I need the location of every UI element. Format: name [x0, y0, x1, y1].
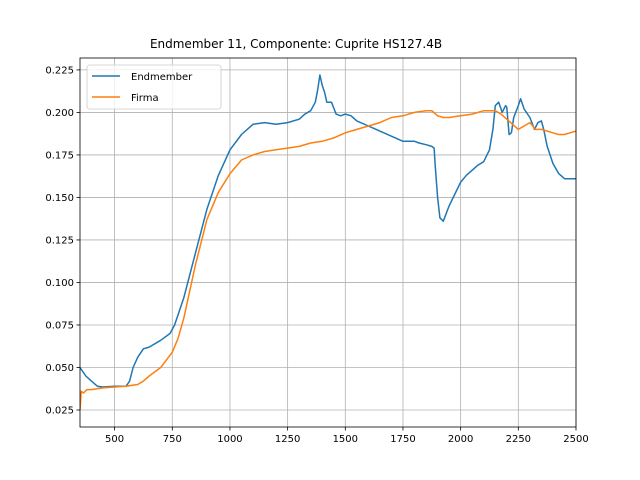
x-tick-label: 1750	[390, 434, 415, 445]
series-line-firma	[80, 109, 576, 411]
axes-border	[79, 57, 577, 428]
y-tick-label: 0.225	[45, 65, 74, 76]
y-tick-label: 0.175	[45, 150, 74, 161]
axes-frame	[79, 57, 577, 428]
chart-title: Endmember 11, Componente: Cuprite HS127.…	[150, 37, 442, 51]
series-line-endmember	[80, 74, 576, 388]
y-tick-label: 0.025	[45, 405, 74, 416]
x-tick-label: 1500	[333, 434, 358, 445]
y-tick-label: 0.200	[45, 108, 74, 119]
x-tick-label: 500	[105, 434, 124, 445]
x-tick-label: 2250	[506, 434, 531, 445]
y-tick-label: 0.100	[45, 278, 74, 289]
y-axis: 0.025 0.050 0.075 0.100 0.125 0.150 0.175 0.200…	[45, 65, 80, 416]
legend-label: Firma	[131, 93, 159, 104]
x-tick-label: 750	[163, 434, 182, 445]
x-tick-label: 1000	[217, 434, 242, 445]
y-tick-label: 0.150	[45, 193, 74, 204]
x-tick-label: 1250	[275, 434, 300, 445]
series-lines	[80, 74, 576, 411]
y-tick-label: 0.125	[45, 235, 74, 246]
legend: Endmember Firma	[86, 64, 222, 110]
y-tick-label: 0.050	[45, 363, 74, 374]
x-tick-label: 2000	[448, 434, 473, 445]
x-tick-label: 2500	[563, 434, 588, 445]
grid-lines	[80, 58, 577, 427]
legend-label: Endmember	[131, 72, 193, 83]
y-tick-label: 0.075	[45, 320, 74, 331]
legend-box	[86, 64, 222, 110]
x-axis: 500 750 1000 1250 1500 1750 2000 2250 2500	[105, 427, 589, 445]
